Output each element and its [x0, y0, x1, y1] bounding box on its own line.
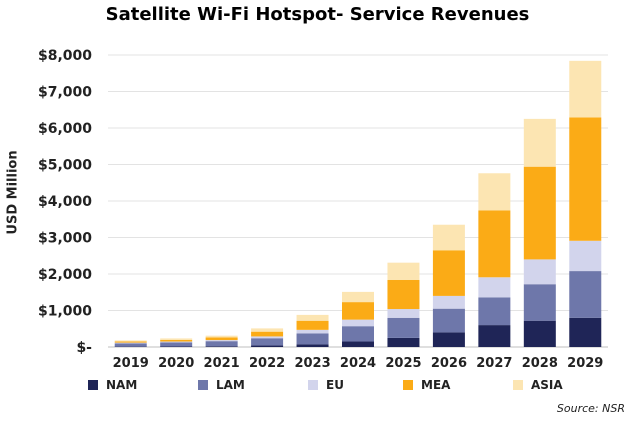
x-tick-label: 2029	[567, 356, 603, 371]
bar-mea-2021	[205, 337, 238, 341]
bar-eu-2028	[523, 259, 556, 285]
bar-asia-2019	[114, 340, 147, 342]
bar-nam-2021	[205, 346, 238, 347]
x-tick-label: 2028	[522, 356, 558, 371]
bar-nam-2029	[569, 317, 602, 347]
y-tick-label: $7,000	[38, 85, 92, 101]
bar-lam-2020	[160, 342, 193, 347]
bar-eu-2021	[205, 340, 238, 342]
legend-label: MEA	[421, 378, 451, 392]
bar-asia-2028	[523, 118, 556, 167]
legend-item-nam: NAM	[88, 378, 137, 392]
x-tick-label: 2019	[113, 356, 149, 371]
legend-label: NAM	[106, 378, 138, 392]
bar-asia-2023	[296, 314, 329, 321]
y-tick-label: $8,000	[38, 48, 92, 64]
bar-mea-2022	[251, 331, 284, 337]
bar-nam-2027	[478, 325, 511, 347]
legend-label: ASIA	[531, 378, 563, 392]
bar-nam-2024	[342, 341, 374, 347]
legend-swatch	[403, 380, 413, 390]
bar-asia-2026	[432, 224, 465, 251]
y-tick-label: $1,000	[38, 304, 92, 320]
legend-item-eu: EU	[308, 378, 344, 392]
bar-mea-2027	[478, 210, 511, 278]
legend-item-mea: MEA	[403, 378, 450, 392]
bar-mea-2019	[114, 341, 147, 343]
x-tick-label: 2020	[158, 356, 194, 371]
bar-lam-2026	[432, 308, 465, 333]
bar-lam-2029	[569, 271, 602, 318]
y-tick-label: $-	[76, 340, 92, 356]
bar-asia-2027	[478, 173, 511, 211]
x-tick-label: 2023	[294, 356, 330, 371]
legend-swatch	[198, 380, 208, 390]
bar-eu-2023	[296, 329, 329, 334]
bar-mea-2023	[296, 320, 329, 330]
bar-mea-2020	[160, 339, 193, 342]
bar-eu-2020	[160, 341, 193, 343]
bar-asia-2029	[569, 60, 602, 118]
y-tick-labels: $- $1,000 $2,000 $3,000 $4,000 $5,000 $6,000 $7…	[38, 48, 92, 356]
y-tick-label: $2,000	[38, 267, 92, 283]
bar-lam-2023	[296, 333, 329, 345]
legend-label: EU	[326, 378, 344, 392]
x-tick-labels: 2019 2020 2021 2022 2023 2024 2025 2026 2027 2028…	[113, 356, 604, 371]
bar-nam-2028	[523, 320, 556, 347]
bar-nam-2022	[251, 345, 284, 347]
x-tick-label: 2021	[204, 356, 240, 371]
legend-swatch	[308, 380, 318, 390]
bar-lam-2025	[387, 317, 420, 338]
bar-eu-2025	[387, 309, 420, 318]
x-tick-label: 2024	[340, 356, 376, 371]
bar-lam-2022	[251, 338, 284, 346]
y-tick-label: $3,000	[38, 231, 92, 247]
bar-asia-2020	[160, 338, 193, 340]
bar-eu-2029	[569, 240, 602, 272]
bars	[114, 60, 602, 347]
legend-item-lam: LAM	[198, 378, 245, 392]
bar-eu-2026	[432, 295, 465, 309]
bar-nam-2026	[432, 332, 465, 347]
bar-mea-2026	[432, 250, 465, 296]
y-tick-label: $6,000	[38, 121, 92, 137]
bar-nam-2020	[160, 346, 193, 347]
bar-lam-2024	[342, 326, 374, 342]
bar-eu-2027	[478, 277, 511, 298]
legend-item-asia: ASIA	[513, 378, 563, 392]
bar-eu-2019	[114, 342, 147, 344]
bar-nam-2023	[296, 344, 329, 347]
bar-asia-2024	[342, 291, 374, 303]
bar-lam-2028	[523, 284, 556, 321]
bar-mea-2029	[569, 117, 602, 241]
bar-lam-2021	[205, 341, 238, 347]
y-tick-label: $5,000	[38, 158, 92, 174]
bar-lam-2019	[114, 343, 147, 347]
bar-nam-2025	[387, 337, 420, 347]
bar-asia-2022	[251, 328, 284, 332]
bar-asia-2021	[205, 335, 238, 338]
source-note: Source: NSR	[556, 402, 625, 415]
bar-eu-2024	[342, 319, 374, 327]
bar-eu-2022	[251, 336, 284, 339]
bar-mea-2024	[342, 302, 374, 320]
legend-label: LAM	[216, 378, 245, 392]
x-tick-label: 2026	[431, 356, 467, 371]
legend-swatch	[88, 380, 98, 390]
x-tick-label: 2025	[385, 356, 421, 371]
bar-lam-2027	[478, 297, 511, 326]
bar-mea-2028	[523, 166, 556, 260]
x-tick-label: 2022	[249, 356, 285, 371]
y-tick-label: $4,000	[38, 194, 92, 210]
x-tick-label: 2027	[476, 356, 512, 371]
bar-asia-2025	[387, 262, 420, 280]
legend-swatch	[513, 380, 523, 390]
bar-mea-2025	[387, 279, 420, 310]
chart-title: Satellite Wi-Fi Hotspot- Service Revenue…	[105, 4, 530, 25]
